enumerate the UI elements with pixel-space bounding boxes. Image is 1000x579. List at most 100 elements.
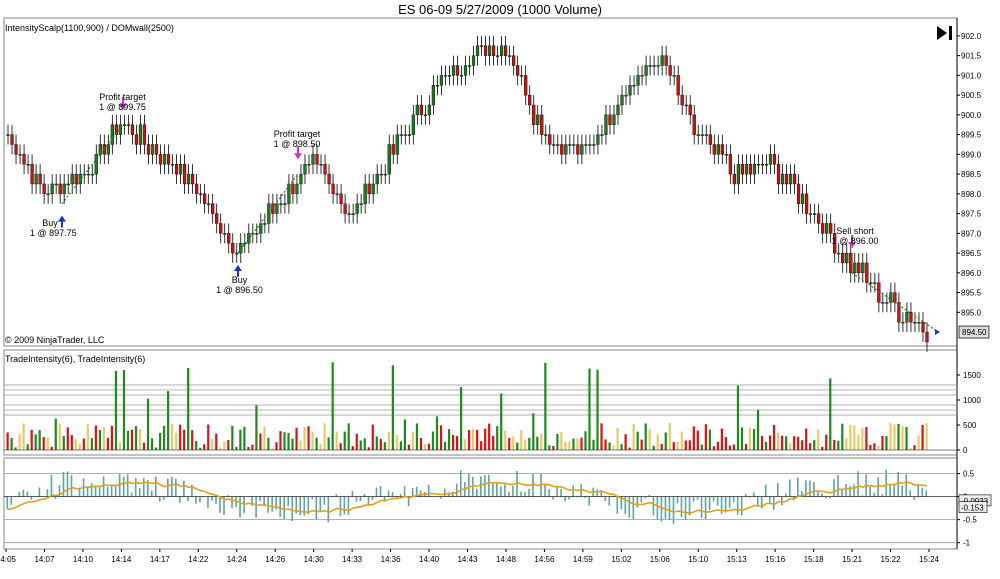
intensity-bar — [809, 443, 812, 450]
osc-bar — [307, 496, 310, 515]
price-bar-up — [644, 65, 648, 76]
osc-bar — [154, 476, 157, 497]
osc-bar — [500, 486, 502, 497]
osc-bar — [700, 496, 703, 518]
osc-bar — [696, 496, 699, 500]
trade-end-marker — [935, 329, 940, 336]
intensity-bar — [568, 441, 571, 450]
price-bar-up — [303, 164, 307, 175]
price-bar-down — [528, 94, 532, 106]
time-tick-label: 15:02 — [611, 555, 632, 564]
intensity-bar — [676, 441, 679, 450]
price-bar-up — [283, 203, 287, 205]
osc-bar — [42, 495, 45, 497]
time-tick-label: 15:22 — [881, 555, 902, 564]
osc-bar — [704, 496, 707, 520]
intensity-bar — [443, 441, 447, 450]
intensity-bar — [640, 439, 643, 450]
price-bar-down — [821, 223, 825, 234]
osc-bar — [468, 473, 470, 497]
price-bar-up — [700, 134, 704, 136]
osc-bar — [873, 492, 875, 497]
price-bar-up — [275, 203, 279, 214]
osc-bar — [712, 496, 715, 502]
price-bar-up — [467, 65, 472, 67]
osc-bar — [660, 496, 663, 522]
price-bar-up — [495, 55, 500, 57]
price-bar-down — [231, 243, 235, 254]
intensity-bar — [303, 426, 306, 450]
price-bar-up — [223, 233, 227, 235]
osc-bar — [764, 484, 767, 497]
intensity-bar — [740, 427, 744, 450]
osc-bar — [179, 496, 181, 503]
price-bar-up — [110, 124, 114, 145]
osc-bar — [785, 493, 787, 497]
price-bar-up — [399, 134, 403, 136]
time-tick-label: 14:05 — [0, 555, 17, 564]
intensity-bar — [130, 429, 134, 450]
intensity-bar — [175, 432, 178, 450]
intensity-bar — [195, 440, 198, 450]
osc-bar — [267, 496, 269, 513]
price-bar-up — [568, 144, 572, 146]
osc-bar — [223, 496, 225, 515]
intensity-bar — [504, 430, 507, 450]
osc-bar — [728, 496, 731, 508]
osc-bar — [644, 496, 647, 499]
price-bar-up — [780, 173, 785, 185]
price-tick-label: 896.0 — [961, 269, 982, 278]
intensity-bar — [548, 445, 551, 450]
price-bar-up — [873, 282, 877, 284]
intensity-bar — [70, 435, 73, 450]
annotation-title: Profit target — [99, 92, 146, 102]
intensity-bar — [94, 425, 97, 450]
annotation-title: Sell short — [836, 226, 874, 236]
osc-bar — [411, 487, 414, 497]
intensity-bar — [720, 428, 724, 450]
osc-bar — [732, 496, 735, 503]
intensity-bar — [480, 441, 483, 450]
price-bar-down — [491, 45, 496, 56]
price-bar-up — [178, 164, 183, 175]
intensity-bar — [54, 418, 57, 450]
osc-bar — [845, 484, 847, 497]
oscillator-pane-frame — [3, 457, 958, 550]
intensity-bar — [817, 429, 820, 450]
osc-bar — [387, 490, 390, 497]
price-bar-up — [672, 75, 676, 77]
intensity-bar — [853, 425, 856, 450]
price-bar-up — [287, 183, 291, 204]
intensity-bar — [837, 440, 840, 450]
osc-bar — [777, 483, 779, 497]
osc-bar — [628, 496, 631, 518]
price-bar-down — [291, 183, 295, 195]
osc-bar — [684, 496, 687, 520]
intensity-bar — [532, 413, 535, 450]
intensity-bar — [275, 442, 278, 450]
intensity-bar — [692, 426, 695, 450]
osc-bar — [98, 485, 101, 497]
intensity-bar — [243, 426, 246, 450]
price-bar-up — [853, 262, 857, 274]
intensity-bar — [158, 432, 162, 450]
osc-bar — [283, 496, 286, 519]
intensity-bar — [235, 446, 238, 450]
osc-bar — [46, 489, 49, 497]
price-bar-up — [580, 144, 584, 155]
price-bar-up — [447, 75, 452, 77]
intensity-bar — [556, 433, 559, 450]
intensity-bar — [584, 431, 587, 450]
intensity-bar — [58, 423, 61, 450]
price-bar-down — [560, 144, 564, 155]
skip-to-end-icon[interactable] — [936, 24, 954, 42]
intensity-bar — [905, 427, 908, 450]
intensity-bar — [146, 398, 150, 450]
price-bar-up — [351, 213, 355, 215]
osc-bar — [476, 488, 478, 497]
price-bar-up — [70, 173, 74, 185]
intensity-bar — [760, 435, 764, 450]
intensity-bar — [700, 444, 703, 450]
intensity-bar — [323, 423, 326, 450]
